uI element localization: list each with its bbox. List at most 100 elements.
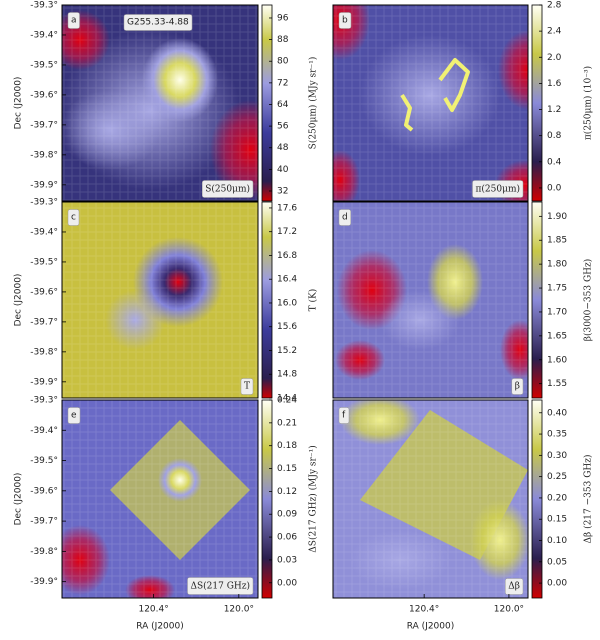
x-tick-label: 120.4° bbox=[138, 605, 168, 615]
colorbar-tick-label: 1.60 bbox=[547, 355, 567, 365]
pixel-grid bbox=[62, 202, 258, 398]
colorbar-tick-label: 1.90 bbox=[547, 212, 567, 222]
colorbar-tick-label: 1.80 bbox=[547, 260, 567, 270]
pixel-grid bbox=[62, 400, 258, 598]
y-tick-label: -39.8° bbox=[30, 150, 58, 160]
y-tick-label: -39.4° bbox=[30, 426, 58, 436]
colorbar-tick-label: 2.8 bbox=[547, 1, 562, 11]
x-tick-label: 120.0° bbox=[494, 605, 524, 615]
colorbar-tick-label: 0.4 bbox=[547, 157, 562, 167]
label-box bbox=[202, 180, 254, 198]
y-tick-label: -39.6° bbox=[30, 90, 58, 100]
colorbar-label: T (K) bbox=[308, 289, 319, 312]
pixel-grid bbox=[333, 202, 528, 398]
colorbar bbox=[531, 201, 543, 399]
colorbar-label: β(3000−353 GHz) bbox=[583, 259, 594, 342]
colorbar bbox=[261, 201, 273, 399]
colorbar-tick-label: 16.4 bbox=[277, 275, 297, 285]
y-tick-label: -39.4° bbox=[30, 30, 58, 40]
panel-frame bbox=[61, 201, 259, 399]
label-box bbox=[67, 407, 81, 424]
label-box bbox=[187, 577, 254, 595]
colorbar-tick-label: 0.8 bbox=[547, 131, 562, 141]
colorbar-tick-label: 88 bbox=[277, 35, 289, 45]
label-box bbox=[123, 14, 193, 31]
colorbar-tick-label: 0.18 bbox=[277, 441, 297, 451]
colorbar-tick-label: 0.25 bbox=[547, 472, 567, 482]
colorbar-tick-label: 1.85 bbox=[547, 236, 567, 246]
colorbar-tick-label: 17.2 bbox=[277, 227, 297, 237]
colorbar-tick-label: 0.35 bbox=[547, 430, 567, 440]
colorbar-tick-label: 1.6 bbox=[547, 79, 562, 89]
colorbar-tick-label: 0.00 bbox=[547, 579, 567, 589]
panel-frame bbox=[332, 201, 529, 399]
y-axis-label: Dec (J2000) bbox=[14, 473, 24, 526]
colorbar-tick-label: 14.4 bbox=[277, 394, 297, 404]
y-tick-label: -39.9° bbox=[30, 180, 58, 190]
y-tick-label: -39.8° bbox=[30, 547, 58, 557]
panel-label: S(250μm) bbox=[205, 184, 250, 195]
y-tick-label: -39.8° bbox=[30, 347, 58, 357]
source-name: G255.33-4.88 bbox=[127, 18, 189, 28]
colorbar-label: Δβ (217 −353 GHz) bbox=[583, 455, 594, 544]
y-tick-label: -39.3° bbox=[30, 1, 58, 11]
panel-label: Δβ bbox=[508, 582, 520, 592]
label-box bbox=[505, 578, 524, 595]
panel-label: β bbox=[515, 382, 520, 392]
colorbar-tick-label: 1.55 bbox=[547, 379, 567, 389]
y-tick-label: -39.7° bbox=[30, 317, 58, 327]
colorbar-tick-label: 80 bbox=[277, 57, 289, 67]
x-axis-label: RA (J2000) bbox=[136, 622, 184, 632]
colorbar-tick-label: 1.70 bbox=[547, 307, 567, 317]
map-image bbox=[333, 5, 528, 201]
colorbar bbox=[261, 4, 273, 202]
panel-letter: d bbox=[342, 213, 348, 223]
pixel-grid bbox=[333, 400, 528, 598]
colorbar-tick-label: 0.06 bbox=[277, 533, 297, 543]
colorbar-tick-label: 1.65 bbox=[547, 331, 567, 341]
colorbar-tick-label: 0.30 bbox=[547, 451, 567, 461]
y-tick-label: -39.5° bbox=[30, 257, 58, 267]
colorbar-tick-label: 0.12 bbox=[277, 487, 297, 497]
y-tick-label: -39.7° bbox=[30, 517, 58, 527]
colorbar-tick-label: 2.4 bbox=[547, 27, 562, 37]
y-tick-label: -39.4° bbox=[30, 227, 58, 237]
label-box bbox=[338, 209, 351, 226]
panel-letter: a bbox=[71, 16, 77, 26]
colorbar-tick-label: 14.8 bbox=[277, 370, 297, 380]
y-tick-label: -39.6° bbox=[30, 287, 58, 297]
map-image bbox=[62, 400, 258, 598]
x-tick-label: 120.0° bbox=[224, 605, 254, 615]
panel-frame bbox=[61, 399, 259, 599]
y-tick-label: -39.5° bbox=[30, 456, 58, 466]
colorbar-tick-label: 0.15 bbox=[277, 464, 297, 474]
colorbar-tick-label: 40 bbox=[277, 165, 289, 175]
colorbar-tick-label: 0.05 bbox=[547, 557, 567, 567]
map-image bbox=[333, 400, 528, 598]
colorbar-tick-label: 15.2 bbox=[277, 346, 297, 356]
colorbar-tick-label: 1.75 bbox=[547, 284, 567, 294]
colorbar-tick-label: 15.6 bbox=[277, 322, 297, 332]
colorbar-tick-label: 32 bbox=[277, 186, 288, 196]
colorbar-tick-label: 0.00 bbox=[277, 578, 297, 588]
colorbar-tick-label: 0.20 bbox=[547, 493, 567, 503]
colorbar-tick-label: 17.6 bbox=[277, 203, 297, 213]
panel-letter: f bbox=[342, 411, 346, 421]
y-tick-label: -39.3° bbox=[30, 396, 58, 406]
label-box bbox=[511, 378, 524, 395]
panel-letter: c bbox=[71, 213, 76, 223]
colorbar-tick-label: 0.10 bbox=[547, 536, 567, 546]
colorbar bbox=[531, 399, 543, 599]
label-box bbox=[240, 378, 254, 395]
colorbar-tick-label: 2.0 bbox=[547, 53, 562, 63]
colorbar-tick-label: 64 bbox=[277, 100, 289, 110]
y-tick-label: -39.5° bbox=[30, 60, 58, 70]
panel-letter: e bbox=[71, 411, 77, 421]
x-axis-label: RA (J2000) bbox=[407, 622, 455, 632]
panel-frame bbox=[61, 4, 259, 202]
colorbar-tick-label: 56 bbox=[277, 122, 289, 132]
colorbar-label: S(250μm) (MJy sr⁻¹) bbox=[308, 57, 319, 150]
panel-label: T bbox=[244, 382, 250, 392]
colorbar-tick-label: 0.40 bbox=[547, 408, 567, 418]
